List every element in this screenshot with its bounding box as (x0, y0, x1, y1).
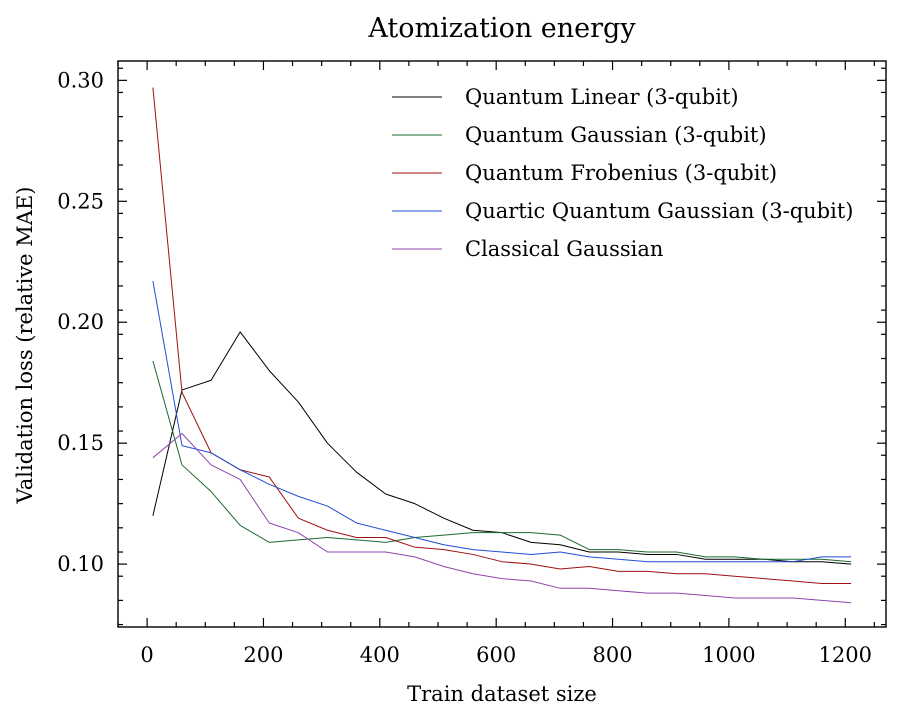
series-line-0 (152, 331, 852, 565)
plot-frame (117, 60, 887, 628)
legend-label-1: Quantum Gaussian (3-qubit) (465, 123, 767, 147)
series-line-4 (152, 433, 852, 604)
y-tick-label: 0.20 (57, 310, 104, 334)
x-tick-label: 0 (140, 643, 153, 667)
x-tick-label: 1200 (819, 643, 872, 667)
series-line-1 (152, 360, 852, 563)
y-tick-label: 0.10 (57, 552, 104, 576)
legend-label-4: Classical Gaussian (465, 237, 663, 261)
x-tick-label: 400 (360, 643, 400, 667)
ticks-group: 0 200 400 600 800 1000 1200 0.10 0.15 0.20 0.25 0.3… (57, 61, 886, 667)
y-tick-label: 0.25 (57, 189, 104, 213)
x-tick-label: 600 (476, 643, 516, 667)
y-axis-label: Validation loss (relative MAE) (13, 187, 37, 505)
x-tick-label: 200 (243, 643, 283, 667)
series-line-2 (152, 87, 852, 584)
legend-label-2: Quantum Frobenius (3-qubit) (465, 161, 777, 185)
legend: Quantum Linear (3-qubit) Quantum Gaussian… (392, 85, 853, 261)
x-tick-label: 800 (592, 643, 632, 667)
legend-label-3: Quartic Quantum Gaussian (3-qubit) (465, 199, 853, 223)
y-tick-label: 0.15 (57, 431, 104, 455)
series-line-3 (152, 281, 852, 563)
legend-label-0: Quantum Linear (3-qubit) (465, 85, 739, 109)
chart-title: Atomization energy (367, 13, 636, 44)
x-tick-label: 1000 (702, 643, 755, 667)
series-group (152, 87, 852, 604)
x-axis-label: Train dataset size (407, 682, 597, 706)
y-tick-label: 0.30 (57, 68, 104, 92)
